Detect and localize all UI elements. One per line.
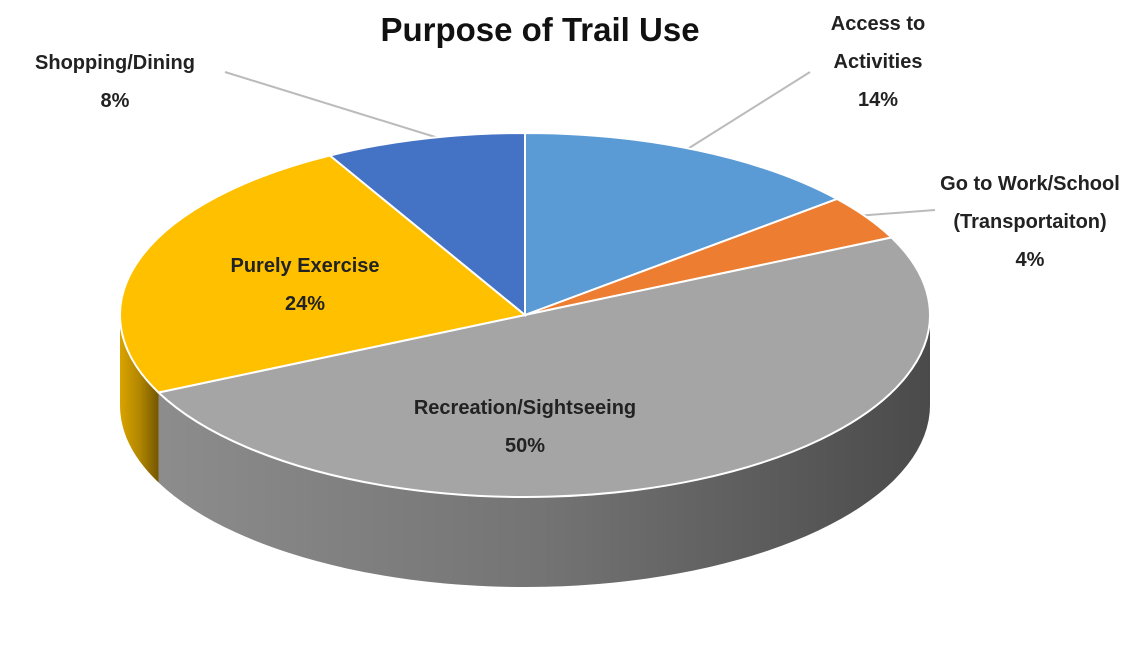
value-label: 8% — [100, 90, 130, 112]
category-label: Go to Work/School (Transportaiton) — [940, 173, 1120, 233]
pie-side-shade — [158, 315, 930, 587]
value-label: 24% — [284, 293, 326, 315]
data-label: Shopping/Dining 8% — [0, 44, 235, 120]
data-label: Purely Exercise 24% — [195, 247, 415, 323]
category-label: Shopping/Dining — [35, 52, 195, 74]
pie-slice — [119, 154, 528, 394]
category-label: Access to Activities — [830, 13, 926, 73]
value-label: 14% — [857, 89, 899, 111]
category-label: Purely Exercise — [230, 255, 380, 277]
data-label: Recreation/Sightseeing 50% — [365, 389, 685, 465]
pie-slice — [524, 131, 840, 317]
value-label: 50% — [504, 435, 546, 457]
pie-slice — [327, 131, 526, 318]
data-label: Go to Work/School (Transportaiton) 4% — [935, 165, 1125, 279]
leader-line — [677, 71, 811, 156]
chart-title: Purpose of Trail Use — [380, 11, 700, 48]
pie-slice — [156, 236, 931, 498]
category-label: Recreation/Sightseeing — [413, 397, 637, 419]
data-label: Access to Activities 14% — [813, 5, 943, 119]
value-label: 4% — [1015, 249, 1045, 271]
leader-line — [224, 71, 446, 141]
pie-side-shade — [120, 315, 159, 483]
